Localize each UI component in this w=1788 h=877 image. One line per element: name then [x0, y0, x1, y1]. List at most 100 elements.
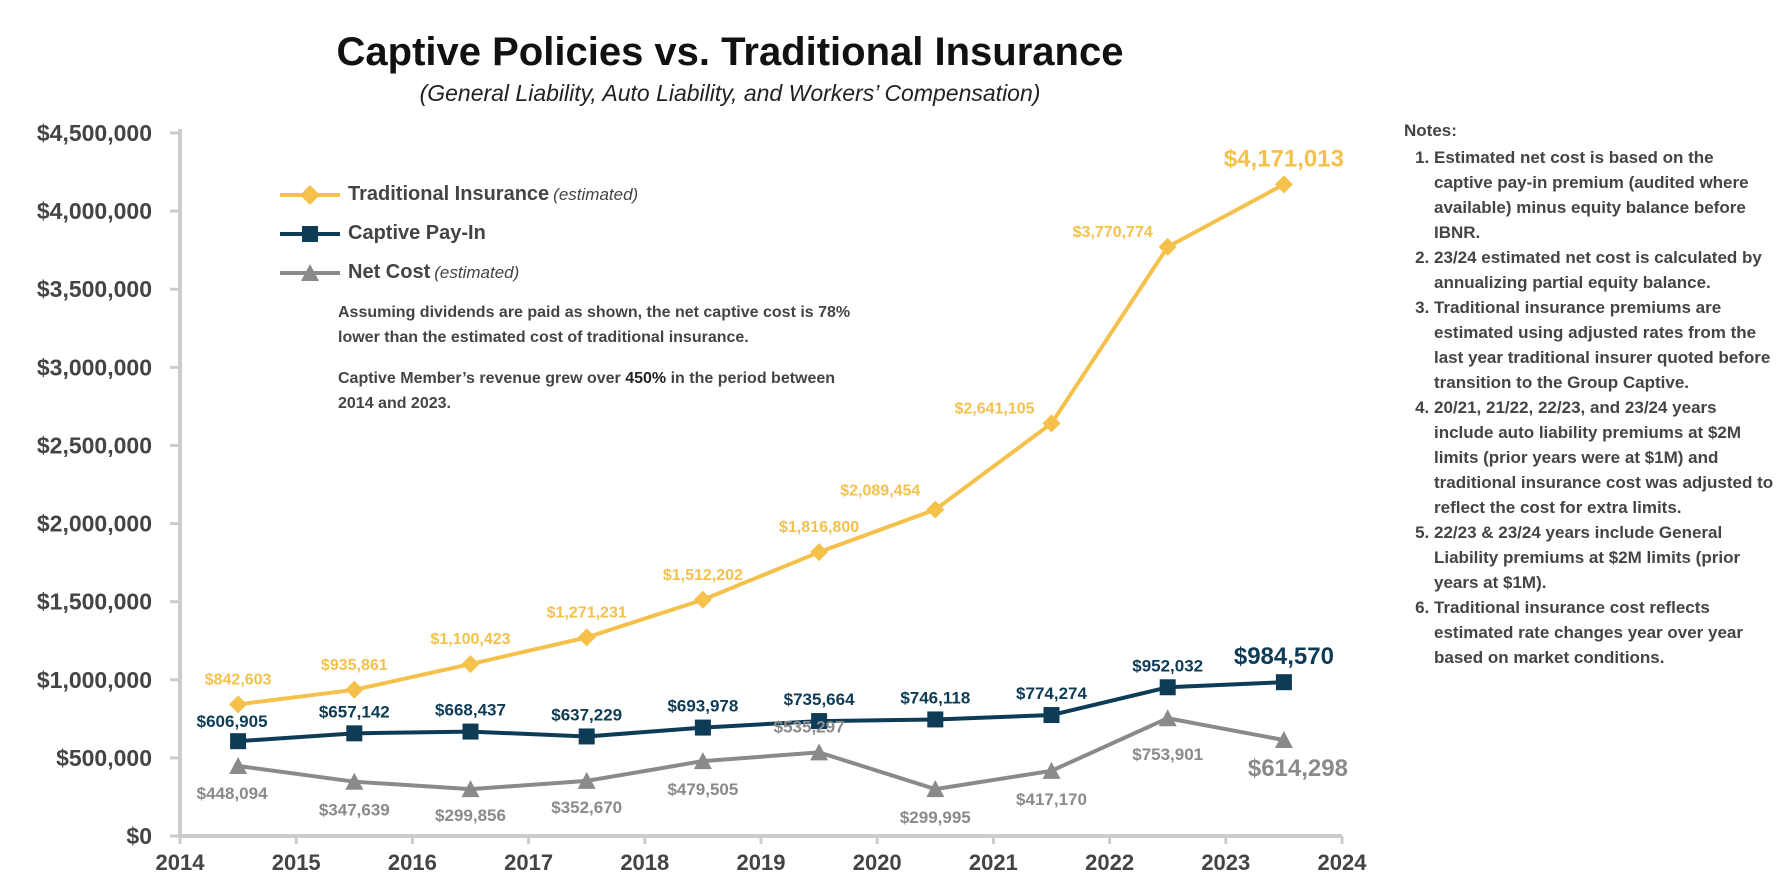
data-label-traditional: $935,861 [321, 657, 388, 674]
callout-revenue-suffix: in the period between 2014 and 2023. [338, 370, 836, 412]
data-label-captive: $952,032 [1132, 656, 1203, 675]
data-point-traditional [693, 590, 712, 609]
data-point-net [229, 756, 248, 774]
x-tick-label: 2024 [1318, 850, 1368, 875]
legend-note-net: (estimated) [434, 262, 520, 282]
chart-title: Captive Policies vs. Traditional Insuran… [336, 30, 1124, 74]
data-label-captive: $637,229 [551, 705, 622, 724]
data-labels: $842,603 $935,861 $1,100,423 $1,271,231 $1,5… [197, 145, 1348, 827]
data-label-net: $299,995 [900, 808, 971, 827]
data-label-traditional: $2,641,105 [954, 400, 1034, 417]
data-label-net: $352,670 [551, 798, 622, 817]
legend: Traditional Insurance (estimated) Captiv… [280, 175, 638, 292]
x-tick-label: 2021 [969, 850, 1018, 875]
data-point-captive [1159, 679, 1176, 696]
data-point-captive [927, 711, 944, 728]
x-tick-label: 2017 [504, 850, 553, 875]
callout-revenue-percent: 450% [625, 370, 667, 387]
data-label-captive: $606,905 [197, 712, 268, 731]
y-tick-label: $2,000,000 [37, 511, 152, 537]
data-point-captive [811, 713, 828, 730]
legend-item-net: Net Cost (estimated) [280, 253, 638, 292]
x-tick-label: 2020 [853, 850, 902, 875]
note-item: 23/24 estimated net cost is calculated b… [1434, 245, 1774, 295]
data-label-captive: $774,274 [1016, 684, 1087, 703]
legend-label-net: Net Cost [348, 261, 431, 283]
series-line-captive [237, 680, 1284, 744]
series-line-traditional [237, 182, 1285, 707]
diamond-marker-icon [280, 184, 340, 205]
data-label-traditional: $3,770,774 [1073, 224, 1153, 241]
data-point-net [926, 780, 945, 798]
data-label-net: $753,901 [1132, 745, 1203, 764]
data-label-captive: $746,118 [900, 688, 970, 707]
note-item: Traditional insurance cost reflects esti… [1434, 595, 1774, 670]
y-tick-label: $4,000,000 [37, 198, 152, 224]
data-label-captive: $668,437 [435, 701, 506, 720]
data-point-traditional [810, 543, 829, 562]
series-layer [229, 175, 1293, 798]
data-point-traditional [229, 695, 248, 714]
legend-label-captive: Captive Pay-In [348, 222, 486, 244]
data-point-traditional [1274, 175, 1293, 194]
data-point-net [345, 772, 364, 790]
note-item: 20/21, 21/22, 22/23, and 23/24 years inc… [1434, 395, 1774, 520]
data-label-net: $614,298 [1248, 755, 1348, 782]
data-label-traditional: $1,512,202 [663, 567, 743, 584]
y-tick-label: $1,000,000 [37, 667, 152, 693]
legend-item-captive: Captive Pay-In [280, 214, 638, 253]
data-label-traditional: $1,100,423 [430, 631, 510, 648]
data-label-traditional: $842,603 [205, 671, 272, 688]
legend-label-traditional: Traditional Insurance [348, 183, 550, 205]
triangle-marker-icon [280, 263, 340, 281]
data-label-net: $347,639 [319, 801, 390, 820]
y-tick-label: $500,000 [56, 745, 152, 771]
chart-subtitle: (General Liability, Auto Liability, and … [419, 80, 1041, 106]
y-tick-label: $4,500,000 [37, 120, 152, 146]
data-point-net [577, 771, 596, 789]
notes-list: Estimated net cost is based on the capti… [1404, 145, 1774, 670]
data-label-net: $479,505 [667, 780, 738, 799]
data-label-traditional: $2,089,454 [840, 483, 920, 500]
data-point-traditional [926, 500, 945, 519]
data-point-traditional [345, 680, 364, 699]
notes-panel: Notes: Estimated net cost is based on th… [1404, 118, 1774, 670]
y-tick-label: $0 [126, 823, 152, 849]
data-label-captive: $693,978 [667, 697, 738, 716]
note-item: 22/23 & 23/24 years include General Liab… [1434, 520, 1774, 595]
data-point-net [461, 780, 480, 798]
axes: $0 $500,000 $1,000,000 $1,500,000 $2,000,000… [37, 120, 1367, 875]
data-label-traditional: $1,816,800 [779, 519, 859, 536]
note-item: Estimated net cost is based on the capti… [1434, 145, 1774, 245]
data-point-traditional [461, 655, 480, 674]
data-point-captive [1275, 674, 1292, 691]
data-point-net [1042, 761, 1061, 779]
data-label-captive: $657,142 [319, 702, 390, 721]
data-point-captive [1043, 707, 1060, 724]
square-marker-icon [280, 225, 340, 242]
data-point-net [810, 743, 829, 761]
data-point-net [1158, 709, 1177, 727]
data-point-traditional [1158, 237, 1177, 256]
x-tick-label: 2019 [737, 850, 786, 875]
data-label-traditional: $1,271,231 [547, 604, 627, 621]
data-label-captive: $735,664 [784, 690, 855, 709]
callout-revenue-prefix: Captive Member’s revenue grew over [338, 370, 626, 387]
data-point-net [1274, 731, 1293, 749]
data-point-captive [230, 733, 247, 750]
series-line-net [237, 716, 1285, 792]
x-tick-label: 2016 [388, 850, 437, 875]
data-label-traditional: $4,171,013 [1224, 145, 1344, 172]
y-tick-label: $3,500,000 [37, 276, 152, 302]
data-label-captive: $984,570 [1234, 643, 1334, 670]
notes-heading: Notes: [1404, 121, 1457, 140]
x-tick-label: 2014 [156, 850, 206, 875]
x-tick-label: 2022 [1085, 850, 1134, 875]
legend-note-traditional: (estimated) [553, 184, 639, 204]
y-tick-label: $1,500,000 [37, 589, 152, 615]
data-point-captive [462, 723, 479, 740]
data-point-net [693, 752, 712, 770]
legend-item-traditional: Traditional Insurance (estimated) [280, 175, 638, 214]
data-label-net: $299,856 [435, 806, 506, 825]
